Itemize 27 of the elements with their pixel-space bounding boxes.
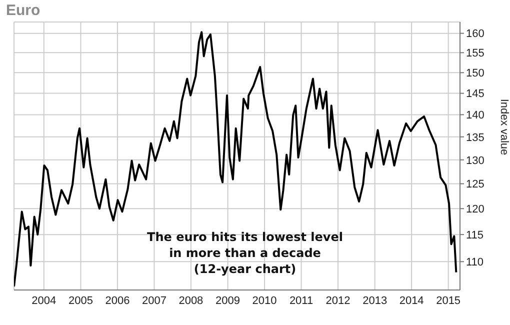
y-tick-label: 160 <box>466 28 484 40</box>
y-tick-label: 145 <box>466 88 484 100</box>
x-tick-label: 2013 <box>362 294 388 307</box>
y-tick-label: 155 <box>466 48 484 60</box>
y-tick-label: 140 <box>466 110 484 122</box>
y-tick-label: 110 <box>466 256 484 269</box>
y-tick-label: 135 <box>466 132 484 144</box>
y-tick-label: 120 <box>466 204 484 216</box>
x-tick-label: 2011 <box>289 294 314 307</box>
x-tick-label: 2006 <box>105 294 130 307</box>
chart-title: Euro <box>6 2 40 19</box>
x-tick-label: 2009 <box>216 294 240 307</box>
y-tick-label: 150 <box>466 68 484 80</box>
x-tick-label: 2015 <box>436 294 461 307</box>
x-tick-label: 2010 <box>252 294 277 307</box>
annotation: The euro hits its lowest level in more than a decade (12-year chart) <box>146 229 344 277</box>
x-tick-label: 2007 <box>142 294 166 307</box>
line-series <box>14 31 458 288</box>
x-tick-label: 2005 <box>68 294 93 307</box>
y-tick-label: 125 <box>466 178 484 191</box>
x-tick-label: 2004 <box>32 294 56 307</box>
y-tick-label: 115 <box>466 229 484 242</box>
x-tick-label: 2014 <box>399 294 424 307</box>
y-axis-title: Index value <box>497 98 510 158</box>
x-tick-label: 2012 <box>326 294 350 307</box>
x-tick-label: 2008 <box>178 294 204 307</box>
y-tick-label: 130 <box>466 154 484 167</box>
